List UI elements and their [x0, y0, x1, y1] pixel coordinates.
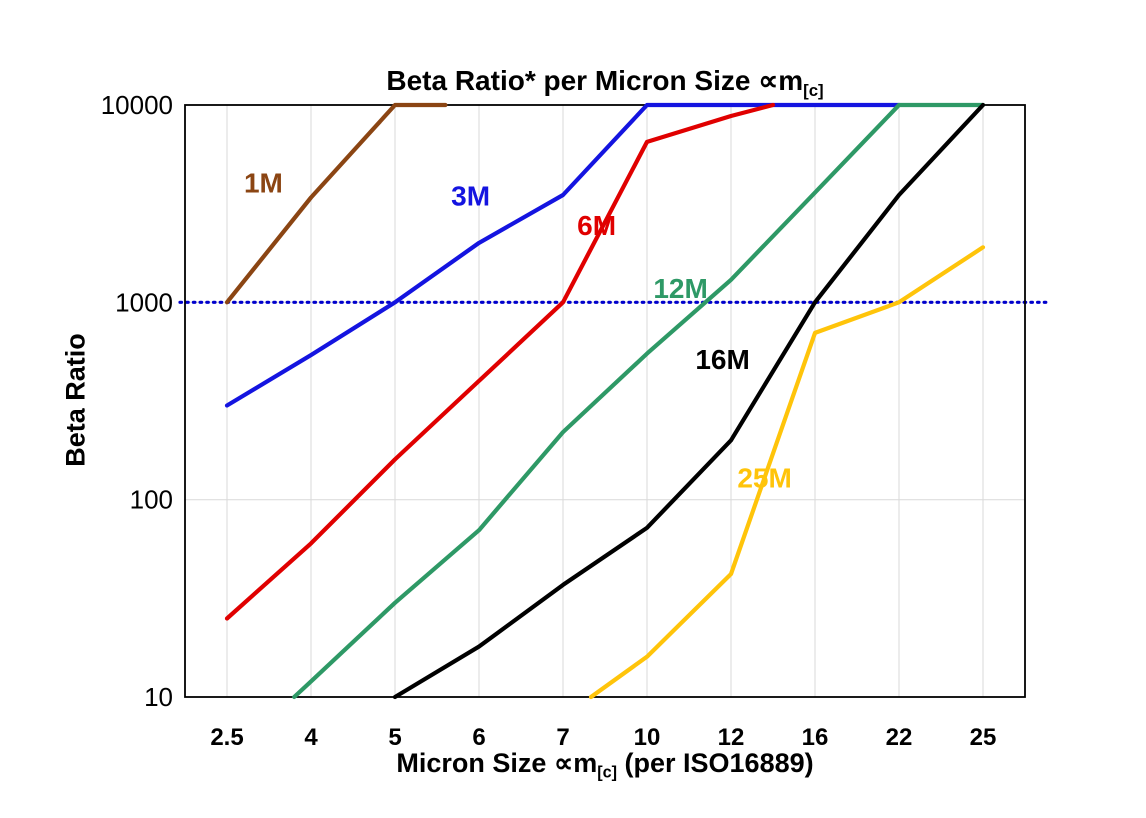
- x-tick-label: 16: [802, 724, 829, 751]
- x-tick-label: 25: [970, 724, 997, 751]
- y-tick-label: 100: [130, 485, 173, 515]
- x-tick-label: 10: [634, 724, 661, 751]
- x-axis-label-text: Micron Size ∝m: [396, 748, 598, 778]
- x-tick-label: 22: [886, 724, 913, 751]
- series-line-1M: [224, 102, 448, 305]
- x-axis-label-suffix: (per ISO16889): [617, 748, 814, 778]
- y-tick-label: 10000: [101, 90, 173, 120]
- x-tick-label: 2.5: [210, 724, 243, 751]
- x-tick-label: 6: [472, 724, 485, 751]
- x-tick-label: 7: [556, 724, 569, 751]
- x-tick-label: 5: [388, 724, 401, 751]
- series-label-16M: 16M: [695, 344, 749, 375]
- x-axis-label-subscript: [c]: [597, 763, 618, 782]
- x-axis-label: Micron Size ∝m[c] (per ISO16889): [185, 748, 1025, 783]
- series-label-25M: 25M: [737, 463, 791, 494]
- x-tick-label: 4: [304, 724, 318, 751]
- series-line-16M: [392, 102, 986, 700]
- chart-title-subscript: [c]: [803, 80, 824, 100]
- series-line-25M: [588, 245, 986, 700]
- series-label-3M: 3M: [451, 180, 490, 211]
- y-tick-label: 1000: [115, 287, 173, 317]
- chart-title-text: Beta Ratio* per Micron Size ∝m: [386, 65, 804, 96]
- chart-title: Beta Ratio* per Micron Size ∝m[c]: [185, 64, 1025, 101]
- plot-frame: [184, 104, 1026, 698]
- x-tick-label: 12: [718, 724, 745, 751]
- series-line-12M: [292, 102, 986, 700]
- series-label-12M: 12M: [653, 273, 707, 304]
- series-line-6M: [224, 102, 776, 621]
- y-tick-label: 10: [144, 682, 173, 712]
- series-label-6M: 6M: [577, 210, 616, 241]
- series-label-1M: 1M: [244, 168, 283, 199]
- series-line-3M: [224, 102, 902, 408]
